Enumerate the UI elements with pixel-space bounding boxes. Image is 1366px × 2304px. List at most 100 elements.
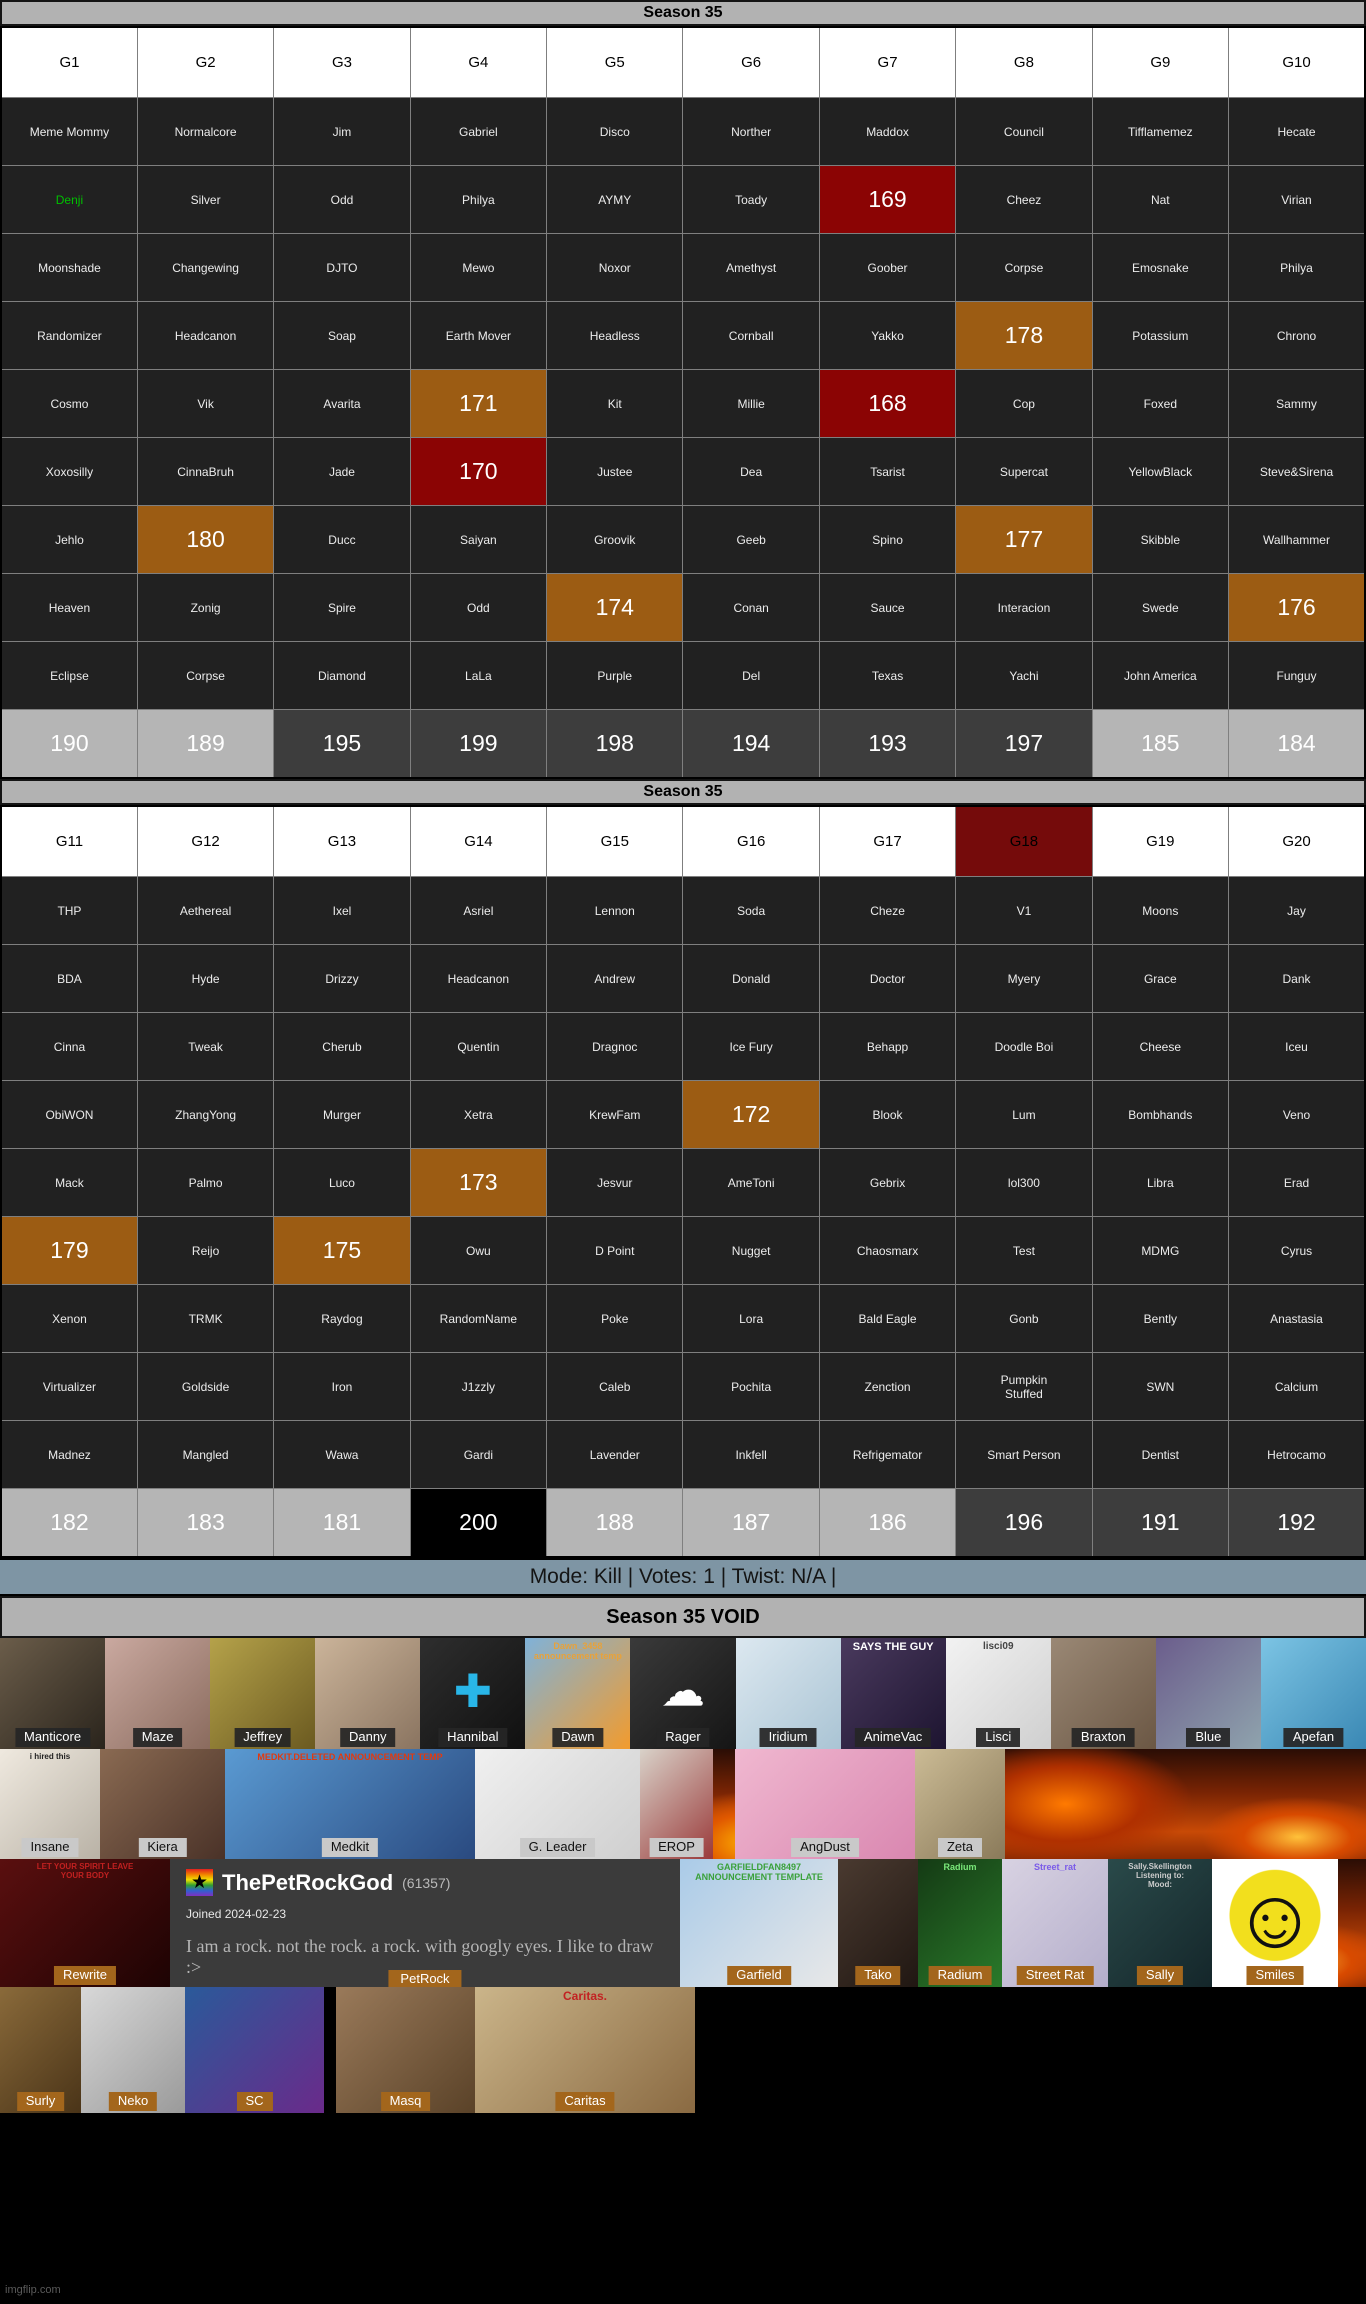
player-cell: Chaosmarx — [818, 1216, 957, 1285]
player-cell: Bald Eagle — [818, 1284, 957, 1353]
season-1-header-bar: Season 35 — [0, 0, 1366, 26]
avatar-insane: i hired this Insane — [0, 1749, 100, 1859]
avatar-danny: Danny — [315, 1638, 421, 1749]
player-cell: Madnez — [0, 1420, 138, 1489]
avatar-hannibal: ✚ Hannibal — [420, 1638, 526, 1749]
season-2-title: Season 35 — [643, 783, 723, 800]
player-cell: Headcanon — [136, 301, 275, 370]
profile-row: LET YOUR SPIRIT LEAVE YOUR BODY Rewrite ★… — [0, 1859, 1366, 1987]
player-cell: Nugget — [682, 1216, 820, 1285]
player-cell: Eclipse — [0, 641, 138, 710]
void-avatars-row-1: Manticore Maze Jeffrey Danny ✚ Hannibal Dawn_3… — [0, 1638, 1366, 1749]
score-cell: 198 — [546, 709, 684, 779]
profile-card: ★ ThePetRockGod (61357) Joined 2024-02-2… — [170, 1859, 680, 1987]
player-cell: Denji — [0, 165, 138, 234]
player-cell: Smart Person — [955, 1420, 1093, 1489]
player-cell: Libra — [1091, 1148, 1230, 1217]
player-cell: Tifflamemez — [1091, 97, 1230, 166]
avatar-label: AnimeVac — [855, 1728, 932, 1747]
player-cell: Jehlo — [0, 505, 138, 574]
player-cell: Palmo — [136, 1148, 275, 1217]
group-table: G1 G2 G3 G4 G5 G6 G7 G8 G9 G10 Meme Mommy Normalcor… — [0, 26, 1366, 779]
player-cell: Norther — [682, 97, 820, 166]
group-column-header: G11 — [0, 805, 138, 877]
player-cell: THP — [0, 876, 138, 945]
player-cell: Earth Mover — [409, 301, 548, 370]
player-cell: Tweak — [136, 1012, 275, 1081]
player-cell: Odd — [409, 573, 548, 642]
player-cell: Murger — [273, 1080, 411, 1149]
player-cell: Mack — [0, 1148, 138, 1217]
player-cell: TRMK — [136, 1284, 275, 1353]
player-cell: Cheze — [818, 876, 957, 945]
player-cell: Test — [955, 1216, 1093, 1285]
player-cell: Zonig — [136, 573, 275, 642]
season-1-table-wrap: G1 G2 G3 G4 G5 G6 G7 G8 G9 G10 Meme Mommy Normalcor… — [0, 26, 1366, 779]
group-column-header: G17 — [818, 805, 957, 877]
avatar-label: Smiles — [1246, 1966, 1304, 1985]
player-cell: Diamond — [273, 641, 411, 710]
player-cell: SWN — [1091, 1352, 1230, 1421]
group-column-header: G7 — [818, 26, 957, 98]
player-cell: Headless — [546, 301, 684, 370]
rainbow-star-icon: ★ — [186, 1869, 213, 1896]
mode-status-text: Mode: Kill | Votes: 1 | Twist: N/A | — [529, 1565, 837, 1588]
score-cell: 171 — [409, 369, 548, 438]
avatar-overlay-text: lisci09 — [982, 1641, 1014, 1652]
player-cell: Jay — [1228, 876, 1366, 945]
score-cell: 169 — [818, 165, 957, 234]
player-cell: Groovik — [546, 505, 684, 574]
score-cell: 189 — [136, 709, 275, 779]
avatar-tako: Tako — [838, 1859, 918, 1987]
player-cell: Refrigemator — [818, 1420, 957, 1489]
player-cell: Asriel — [409, 876, 548, 945]
avatar-iridium: Iridium — [735, 1638, 841, 1749]
profile-username: ThePetRockGod — [222, 1869, 394, 1895]
player-cell: Goldside — [136, 1352, 275, 1421]
player-cell: Maddox — [818, 97, 957, 166]
avatar-overlay-text: Radium — [943, 1862, 977, 1872]
avatar-label: Dawn — [552, 1728, 604, 1747]
score-cell: 200 — [409, 1488, 548, 1558]
player-cell: Ducc — [273, 505, 411, 574]
player-cell: Corpse — [136, 641, 275, 710]
group-column-header: G20 — [1228, 805, 1366, 877]
player-cell: Cheese — [1091, 1012, 1230, 1081]
player-cell: Bombhands — [1091, 1080, 1230, 1149]
player-cell: Iron — [273, 1352, 411, 1421]
score-cell: 168 — [818, 369, 957, 438]
avatar-label: Lisci — [976, 1728, 1021, 1747]
player-cell: J1zzly — [409, 1352, 548, 1421]
group-table: G11 G12 G13 G14 G15 G16 G17 G18 G19 G20 THP Aethere… — [0, 805, 1366, 1558]
player-cell: Xenon — [0, 1284, 138, 1353]
avatar-label: Braxton — [1071, 1728, 1135, 1747]
player-cell: Gabriel — [409, 97, 548, 166]
avatar-label: Garfield — [727, 1966, 791, 1985]
group-column-header: G16 — [682, 805, 820, 877]
player-cell: Geeb — [682, 505, 820, 574]
player-cell: Millie — [682, 369, 820, 438]
profile-tag-label: PetRock — [388, 1970, 462, 1987]
bottom-avatars-row: Surly Neko SC Masq Caritas. Caritas — [0, 1987, 1366, 2113]
profile-joined-date: Joined 2024-02-23 — [186, 1907, 287, 1921]
avatar-animevac: SAYS THE GUY AnimeVac — [840, 1638, 946, 1749]
player-cell: Raydog — [273, 1284, 411, 1353]
player-cell: lol300 — [955, 1148, 1093, 1217]
group-column-header: G9 — [1091, 26, 1230, 98]
player-cell: Yachi — [955, 641, 1093, 710]
player-cell: Odd — [273, 165, 411, 234]
pixel-cross-icon: ✚ — [453, 1664, 493, 1717]
avatar-label: Surly — [16, 2092, 65, 2111]
avatar-label: G. Leader — [519, 1838, 596, 1857]
player-cell: Funguy — [1228, 641, 1366, 710]
score-cell: 173 — [409, 1148, 548, 1217]
avatar-kiera: Kiera — [100, 1749, 225, 1859]
player-cell: Gonb — [955, 1284, 1093, 1353]
avatar-surly: Surly — [0, 1987, 81, 2113]
player-cell: Normalcore — [136, 97, 275, 166]
avatar-label: Kiera — [138, 1838, 187, 1857]
player-cell: Soap — [273, 301, 411, 370]
player-cell: Randomizer — [0, 301, 138, 370]
avatar-label: AngDust — [791, 1838, 859, 1857]
